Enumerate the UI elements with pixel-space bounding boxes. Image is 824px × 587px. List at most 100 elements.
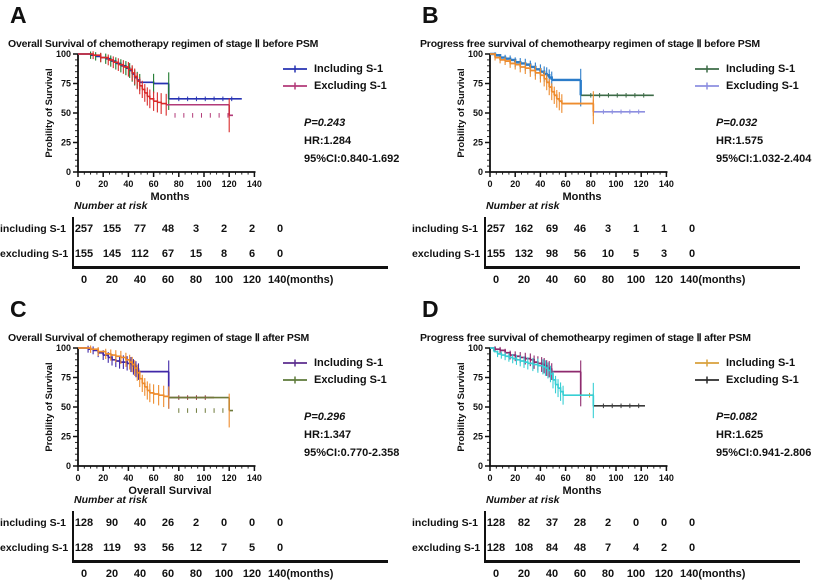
svg-text:140: 140	[247, 473, 262, 483]
svg-text:140: 140	[659, 473, 674, 483]
number-at-risk-table: Months Number at risk including S-1 257 162 6…	[412, 191, 824, 291]
risk-rows: including S-1 257 162 69 46 3 1 1 0 excluding S-1…	[412, 216, 824, 269]
svg-text:40: 40	[123, 473, 133, 483]
risk-axis-value: 80	[189, 274, 203, 286]
plot-row: 0 25 50 75 100 0 20 40 60 80 100 120 140 Probility of…	[22, 342, 410, 488]
risk-row-label: excluding S-1	[412, 247, 481, 260]
risk-value: 5	[632, 247, 640, 260]
risk-value: 3	[660, 247, 668, 260]
confidence-interval: 95%CI:0.770-2.358	[304, 447, 400, 460]
legend-marker-icon	[695, 82, 719, 89]
svg-text:75: 75	[61, 373, 71, 383]
svg-text:20: 20	[98, 473, 108, 483]
plot-row: 0 25 50 75 100 0 20 40 60 80 100 120 140 Probility of…	[434, 342, 822, 488]
svg-text:100: 100	[608, 473, 623, 483]
svg-text:80: 80	[174, 473, 184, 483]
risk-value: 90	[105, 516, 119, 529]
legend-item: Including S-1	[282, 60, 410, 77]
svg-text:0: 0	[75, 473, 80, 483]
legend-label: Including S-1	[726, 62, 796, 75]
svg-text:100: 100	[468, 49, 483, 59]
risk-axis-value: 60	[573, 568, 587, 580]
panel-d: D Progress free survival of chemothearpy…	[412, 294, 824, 587]
svg-text:60: 60	[149, 179, 159, 189]
svg-text:120: 120	[222, 179, 237, 189]
risk-value: 0	[660, 516, 668, 529]
risk-axis-value: 100	[626, 274, 646, 286]
svg-text:60: 60	[149, 473, 159, 483]
km-plot: 0 25 50 75 100 0 20 40 60 80 100 120 140 Probility of…	[456, 49, 674, 189]
legend: Including S-1 Excluding S-1	[282, 354, 410, 388]
svg-text:25: 25	[473, 432, 483, 442]
risk-axis-value: 80	[601, 568, 615, 580]
risk-value: 1	[632, 222, 640, 235]
legend-item: Including S-1	[694, 60, 822, 77]
x-axis-label: Months	[562, 191, 602, 203]
risk-row: including S-1 257 155 77 48 3 2 2 0	[0, 216, 412, 241]
svg-text:0: 0	[487, 179, 492, 189]
svg-text:20: 20	[510, 473, 520, 483]
panel-title: Progress free survival of chemothearpy r…	[420, 38, 760, 50]
risk-axis-value: 0	[492, 274, 500, 286]
risk-value: 56	[573, 247, 587, 260]
legend-item: Including S-1	[694, 354, 822, 371]
svg-text:25: 25	[61, 138, 71, 148]
legend: Including S-1 Excluding S-1	[282, 60, 410, 94]
svg-text:100: 100	[56, 49, 71, 59]
risk-axis-value: 60	[161, 274, 175, 286]
risk-value: 128	[74, 516, 94, 529]
risk-table-divider	[72, 217, 74, 266]
hazard-ratio: HR:1.575	[716, 135, 764, 148]
risk-value: 155	[102, 222, 122, 235]
risk-value: 28	[573, 516, 587, 529]
p-value: P=0.243	[304, 117, 346, 129]
risk-value: 1	[660, 222, 668, 235]
risk-row: excluding S-1 155 132 98 56 10 5 3 0	[412, 241, 824, 266]
panel-a: A Overall Survival of chemotherapy regim…	[0, 0, 412, 294]
risk-axis-value: 100	[214, 274, 234, 286]
plot-sidebar: Including S-1 Excluding S-1 P=0.243 HR:1.…	[282, 48, 410, 194]
risk-row-label: including S-1	[0, 516, 66, 529]
svg-text:100: 100	[468, 343, 483, 353]
risk-row: excluding S-1 155 145 112 67 15 8 6 0	[0, 241, 412, 266]
panel-letter: B	[422, 2, 439, 28]
risk-value: 40	[133, 516, 147, 529]
risk-axis-value: 140(months)	[268, 568, 334, 580]
risk-axis-value: 120	[654, 274, 674, 286]
stats-block: P=0.243 HR:1.284 95%CI:0.840-1.692	[304, 114, 410, 168]
risk-row-label: excluding S-1	[412, 541, 481, 554]
risk-table-header: Months Number at risk	[0, 191, 412, 214]
risk-value: 2	[220, 222, 228, 235]
risk-value: 0	[276, 222, 284, 235]
risk-value: 56	[161, 541, 175, 554]
panel-letter: C	[10, 296, 27, 322]
svg-text:40: 40	[123, 179, 133, 189]
legend-marker-icon	[283, 65, 307, 72]
risk-value: 7	[604, 541, 612, 554]
confidence-interval: 95%CI:0.840-1.692	[304, 153, 400, 166]
legend-item: Excluding S-1	[282, 77, 410, 94]
risk-value: 48	[573, 541, 587, 554]
risk-row: excluding S-1 128 108 84 48 7 4 2 0	[412, 535, 824, 560]
risk-axis-value: 120	[242, 274, 262, 286]
legend-label: Excluding S-1	[314, 79, 387, 92]
panel-title: Progress free survival of chemothearpy r…	[420, 332, 751, 344]
risk-axis-value: 80	[601, 274, 615, 286]
risk-axis-value: 20	[105, 568, 119, 580]
risk-value: 162	[514, 222, 534, 235]
risk-value: 8	[220, 247, 228, 260]
x-axis-label: Overall Survival	[128, 485, 212, 497]
risk-axis-value: 40	[545, 568, 559, 580]
p-value: P=0.296	[304, 411, 346, 423]
risk-value: 0	[688, 222, 696, 235]
svg-text:75: 75	[473, 373, 483, 383]
km-plot: 0 25 50 75 100 0 20 40 60 80 100 120 140 Probility of…	[456, 343, 674, 483]
risk-table-header: Overall Survival Number at risk	[0, 485, 412, 508]
number-at-risk-label: Number at risk	[486, 200, 560, 212]
km-plot: 0 25 50 75 100 0 20 40 60 80 100 120 140 Probility of…	[44, 343, 262, 483]
svg-text:100: 100	[196, 179, 211, 189]
risk-row-label: including S-1	[412, 516, 478, 529]
svg-text:0: 0	[75, 179, 80, 189]
risk-value: 67	[161, 247, 175, 260]
